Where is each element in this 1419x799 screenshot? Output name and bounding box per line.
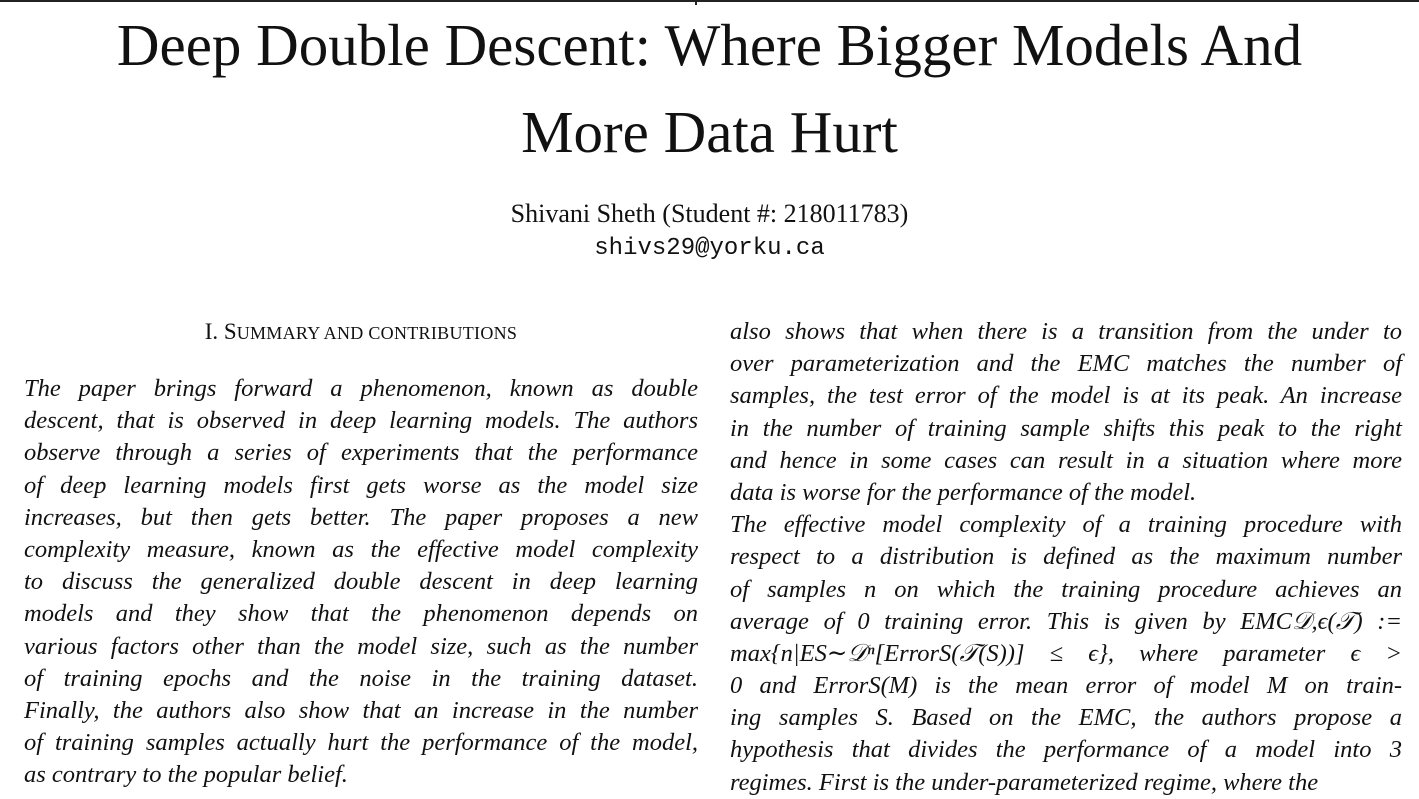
left-column-line: observe through a series of experiments … [24, 439, 698, 467]
right-column-line: samples, the test error of the model is … [730, 382, 1402, 410]
left-column-line: as contrary to the popular belief. [24, 761, 348, 789]
right-column-line: regimes. First is the under-parameterize… [730, 768, 1319, 796]
right-column-line: in the number of training sample shifts … [730, 414, 1402, 442]
left-column-line: of training samples actually hurt the pe… [24, 729, 698, 757]
right-column-line: over parameterization and the EMC matche… [730, 350, 1402, 378]
right-column-line: max{n|ES∼𝒟ⁿ[ErrorS(𝒯(S))] ≤ ϵ}, where pa… [730, 639, 1402, 667]
right-column-line: The effective model complexity of a trai… [730, 511, 1402, 539]
right-column-line: ing samples S. Based on the EMC, the aut… [730, 704, 1402, 732]
left-column-line: Finally, the authors also show that an i… [24, 696, 698, 724]
right-column-text: also shows that when there is a transiti… [730, 316, 1402, 799]
title-line-2: More Data Hurt [521, 99, 898, 165]
right-column-line: average of 0 training error. This is giv… [730, 607, 1402, 635]
left-column-text: The paper brings forward a phenomenon, k… [24, 373, 698, 791]
right-column-line: and hence in some cases can result in a … [730, 446, 1402, 474]
left-column-line: models and they show that the phenomenon… [24, 600, 698, 628]
right-column-line: hypothesis that divides the performance … [730, 736, 1402, 764]
left-column-line: of deep learning models first gets worse… [24, 471, 698, 499]
section-heading: I. SUMMARY AND CONTRIBUTIONS [24, 315, 698, 350]
left-column-line: complexity measure, known as the effecti… [24, 535, 698, 563]
author-email: shivs29@yorku.ca [594, 235, 825, 262]
left-column-line: The paper brings forward a phenomenon, k… [24, 375, 698, 402]
title-line-1: Deep Double Descent: Where Bigger Models… [116, 12, 1303, 78]
top-rule [0, 0, 1419, 2]
left-column-line: to discuss the generalized double descen… [24, 568, 698, 596]
right-column-line: of samples n on which the training proce… [730, 575, 1402, 603]
left-column-line: various factors other than the model siz… [24, 632, 698, 660]
right-column-line: 0 and ErrorS(M) is the mean error of mod… [730, 672, 1402, 700]
right-column-line: respect to a distribution is defined as … [730, 543, 1402, 571]
right-column-line: data is worse for the performance of the… [730, 478, 1197, 506]
page-top-mark [695, 0, 697, 5]
author-line: Shivani Sheth (Student #: 218011783) [510, 199, 909, 228]
left-column-line: increases, but then gets better. The pap… [24, 503, 698, 531]
paper-title: Deep Double Descent: Where Bigger Models… [0, 2, 1419, 176]
right-column-line: also shows that when there is a transiti… [730, 318, 1402, 345]
section-heading-rest: UMMARY AND CONTRIBUTIONS [236, 323, 518, 343]
section-heading-numeral: I. S [204, 319, 237, 344]
left-column-line: descent, that is observed in deep learni… [24, 407, 698, 435]
left-column-line: of training epochs and the noise in the … [24, 664, 698, 692]
